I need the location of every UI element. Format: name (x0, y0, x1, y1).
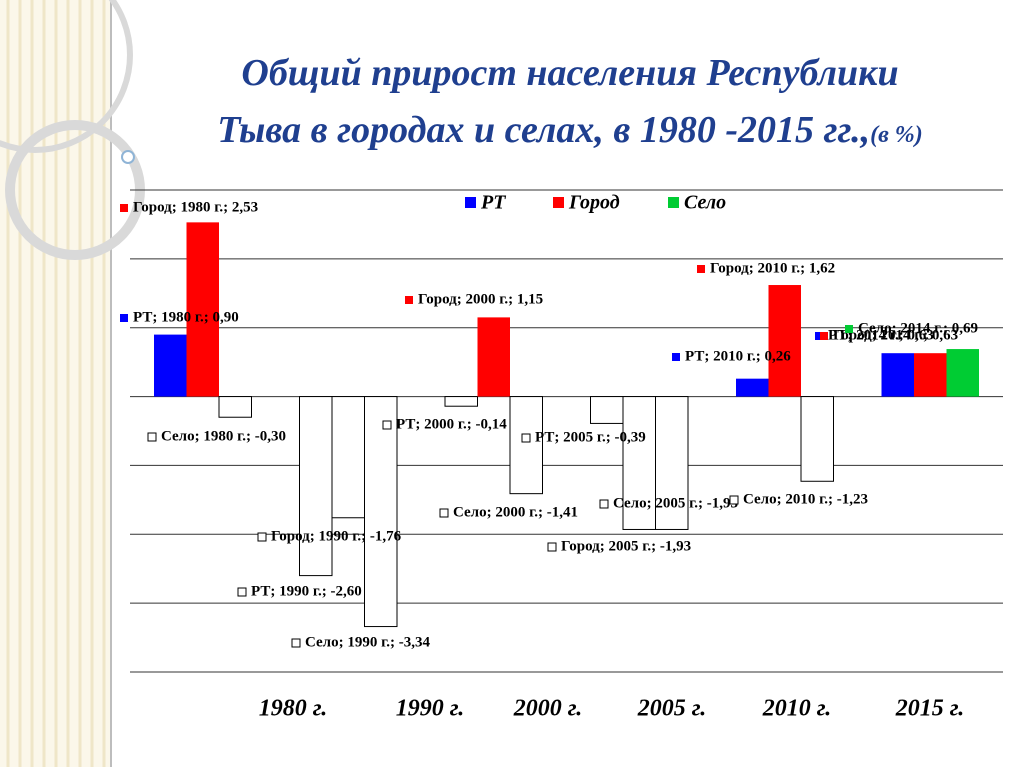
bar (800, 396, 834, 482)
legend-swatch (668, 197, 679, 208)
data-label: РТ; 2005 г.; -0,39 (535, 429, 646, 445)
legend-label: Город (568, 192, 620, 214)
x-tick-label: 1990 г. (396, 696, 465, 722)
bar (218, 396, 252, 418)
data-label: РТ; 2010 г.; 0,26 (685, 348, 791, 364)
x-tick-label: 2015 г. (895, 696, 965, 722)
bar (477, 317, 510, 397)
data-label: Город; 2005 г.; -1,93 (561, 538, 691, 554)
bar (299, 396, 333, 577)
label-marker (845, 325, 853, 333)
legend-swatch (465, 197, 476, 208)
label-marker (147, 432, 157, 442)
bar (364, 396, 398, 628)
data-label: Село; 2005 г.; -1,93 (613, 495, 738, 511)
label-marker (439, 508, 449, 518)
bar (590, 396, 624, 424)
bar (444, 396, 478, 407)
plot: РТ Город Село 1980 г. 1990 г. 2000 г. 2005 г. 2… (120, 189, 1003, 722)
label-marker (820, 332, 828, 340)
bar (154, 334, 187, 397)
bar (622, 396, 656, 530)
x-tick-label: 2000 г. (513, 696, 583, 722)
label-marker (672, 353, 680, 361)
data-label: РТ; 2014 г.; 0,63 (828, 327, 934, 343)
decoration (0, 0, 145, 767)
label-marker (291, 638, 301, 648)
data-label: Село; 1990 г.; -3,34 (305, 634, 430, 650)
data-label: Город; 1980 г.; 2,53 (133, 199, 258, 215)
bar (331, 396, 365, 519)
x-tick-label: 2005 г. (637, 696, 707, 722)
bar (768, 285, 801, 397)
legend-label: Село (684, 192, 726, 214)
x-tick-label: 2010 г. (762, 696, 832, 722)
data-label: Город; 1990 г.; -1,76 (271, 528, 402, 544)
label-marker (382, 420, 392, 430)
bar (655, 396, 689, 530)
chart-title: Общий прирост населения Республики (241, 52, 898, 94)
data-label: Село; 2000 г.; -1,41 (453, 504, 578, 520)
legend-label: РТ (480, 192, 506, 214)
data-label: Село; 1980 г.; -0,30 (161, 428, 286, 444)
label-marker (697, 265, 705, 273)
bar (946, 349, 979, 397)
bar (881, 353, 914, 397)
label-marker (815, 332, 823, 340)
label-marker (257, 532, 267, 542)
label-marker (120, 314, 128, 322)
x-tick-label: 1980 г. (259, 696, 328, 722)
label-marker (599, 499, 609, 509)
data-label: Город; 2014 г.; 0,63 (833, 327, 958, 343)
label-marker (547, 542, 557, 552)
bar (186, 222, 219, 397)
bar (914, 353, 947, 397)
bar (736, 378, 769, 397)
data-label: РТ; 1990 г.; -2,60 (251, 583, 362, 599)
bar (509, 396, 543, 495)
legend-swatch (553, 197, 564, 208)
label-marker (729, 495, 739, 505)
data-label: РТ; 2000 г.; -0,14 (396, 416, 507, 432)
data-label: Город; 2010 г.; 1,62 (710, 260, 835, 276)
data-label: РТ; 1980 г.; 0,90 (133, 309, 239, 325)
data-label: Город; 2000 г.; 1,15 (418, 291, 543, 307)
data-label: Село; 2010 г.; -1,23 (743, 491, 868, 507)
chart-title: Тыва в городах и селах, в 1980 -2015 гг.… (217, 109, 870, 151)
chart-title: Тыва в городах и селах, в 1980 -2015 гг.… (217, 109, 923, 151)
label-marker (237, 587, 247, 597)
label-marker (521, 433, 531, 443)
label-marker (120, 204, 128, 212)
data-label: Село; 2014 г.; 0,69 (858, 320, 978, 336)
unit: (в %) (870, 122, 923, 148)
label-marker (405, 296, 413, 304)
